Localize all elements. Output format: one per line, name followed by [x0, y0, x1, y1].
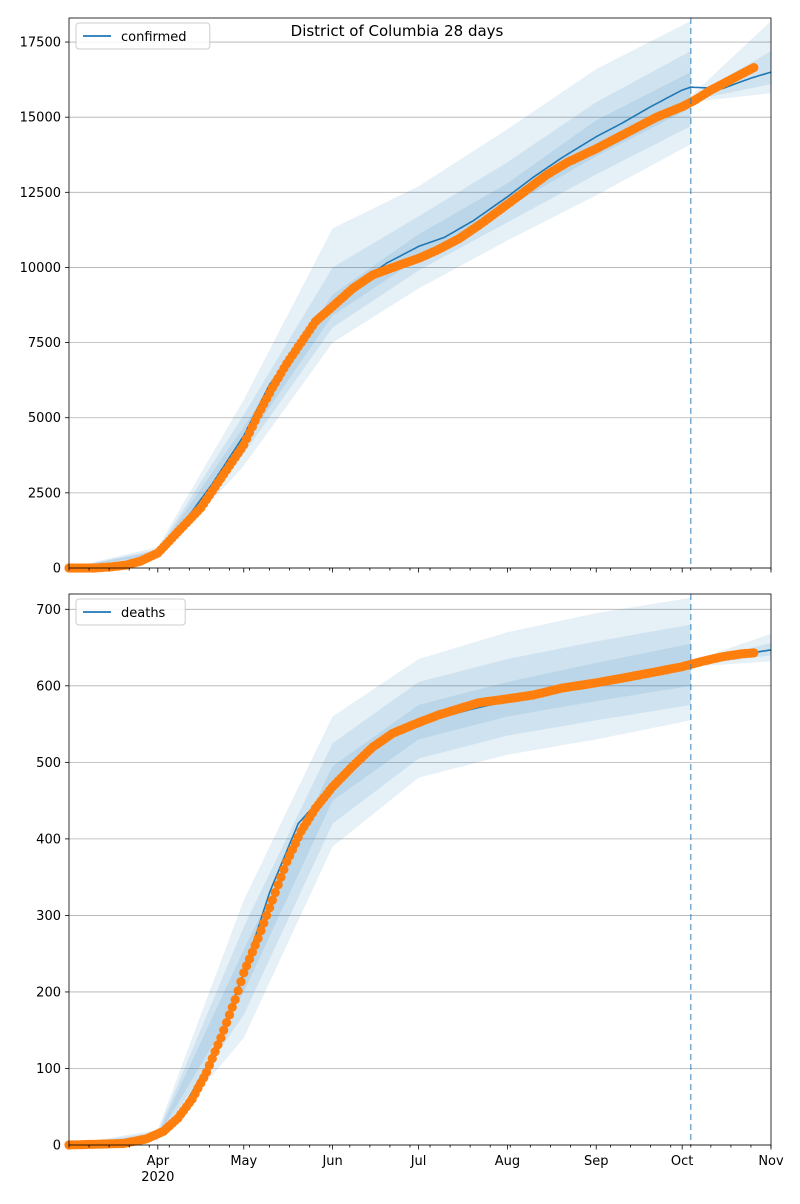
observed-point: [250, 940, 260, 950]
observed-point: [216, 1033, 226, 1043]
observed-point: [262, 910, 272, 921]
y-tick-label: 0: [53, 1139, 61, 1154]
y-tick-label: 0: [53, 562, 61, 577]
observed-point: [227, 1002, 237, 1012]
x-tick-label: Nov: [758, 1154, 784, 1169]
observed-point: [273, 880, 283, 890]
axes-frame: [68, 593, 772, 1146]
legend-box: [75, 22, 211, 50]
observed-point: [219, 1025, 229, 1035]
y-tick-label: 15000: [20, 111, 61, 126]
observed-point: [276, 872, 286, 882]
observed-point: [233, 986, 243, 996]
observed-point: [239, 968, 249, 978]
legend: deaths: [75, 598, 186, 626]
legend-box: [75, 598, 186, 626]
observed-point: [204, 1060, 214, 1070]
observed-point: [259, 918, 269, 928]
y-tick-label: 12500: [20, 186, 61, 201]
confirmed-panel: 0 2500 5000 7500 10000 12500 15000 17500 confirm…: [20, 17, 772, 577]
legend-label: deaths: [121, 606, 166, 621]
y-tick-label: 17500: [20, 36, 61, 51]
observed-point: [201, 1067, 212, 1077]
observed-point: [270, 887, 280, 898]
observed-point: [224, 1010, 235, 1020]
x-tick-label: Aug: [495, 1154, 520, 1169]
y-tick-label: 7500: [28, 336, 61, 351]
observed-point: [265, 903, 275, 913]
band-outer: [69, 21, 691, 568]
y-tick-label: 600: [36, 679, 61, 694]
observed-point: [749, 648, 759, 658]
y-tick-label: 2500: [28, 486, 61, 501]
legend-label: confirmed: [121, 30, 187, 45]
y-tick-label: 100: [36, 1062, 61, 1077]
y-tick-label: 200: [36, 985, 61, 1000]
y-tick-label: 300: [36, 909, 61, 924]
y-tick-label: 500: [36, 756, 61, 771]
observed-point: [279, 864, 289, 875]
y-tick-label: 10000: [20, 261, 61, 276]
x-tick-label: May: [230, 1154, 257, 1169]
y-tick-label: 5000: [28, 411, 61, 426]
observed-point: [256, 926, 266, 936]
axes-frame: [68, 17, 772, 569]
observed-point: [207, 1053, 217, 1064]
chart-title: District of Columbia 28 days: [291, 22, 504, 40]
observed-point: [230, 995, 240, 1005]
deaths-panel: 0 100 200 300 400 500 600 700 Apr May Jun Jul Aug Sep…: [36, 593, 784, 1185]
observed-point: [267, 895, 277, 905]
observed-point: [244, 954, 255, 964]
observed-point: [236, 977, 246, 987]
x-tick-label: Sep: [584, 1154, 609, 1169]
band-middle: [69, 624, 691, 1145]
x-year-label: 2020: [141, 1170, 174, 1185]
y-tick-label: 400: [36, 832, 61, 847]
x-tick-label: Jun: [321, 1154, 342, 1169]
legend: confirmed: [75, 22, 211, 50]
observed-point: [242, 961, 252, 971]
observed-point: [749, 63, 759, 73]
band-outer: [69, 597, 691, 1145]
x-tick-label: Jul: [410, 1154, 427, 1169]
band-inner: [69, 72, 691, 568]
band-forecast-outer: [690, 21, 771, 103]
x-tick-label: Oct: [671, 1154, 693, 1169]
observed-point: [210, 1047, 220, 1057]
y-tick-label: 700: [36, 603, 61, 618]
x-tick-label: Apr: [147, 1154, 170, 1169]
observed-point: [222, 1018, 232, 1028]
observed-point: [253, 933, 263, 944]
